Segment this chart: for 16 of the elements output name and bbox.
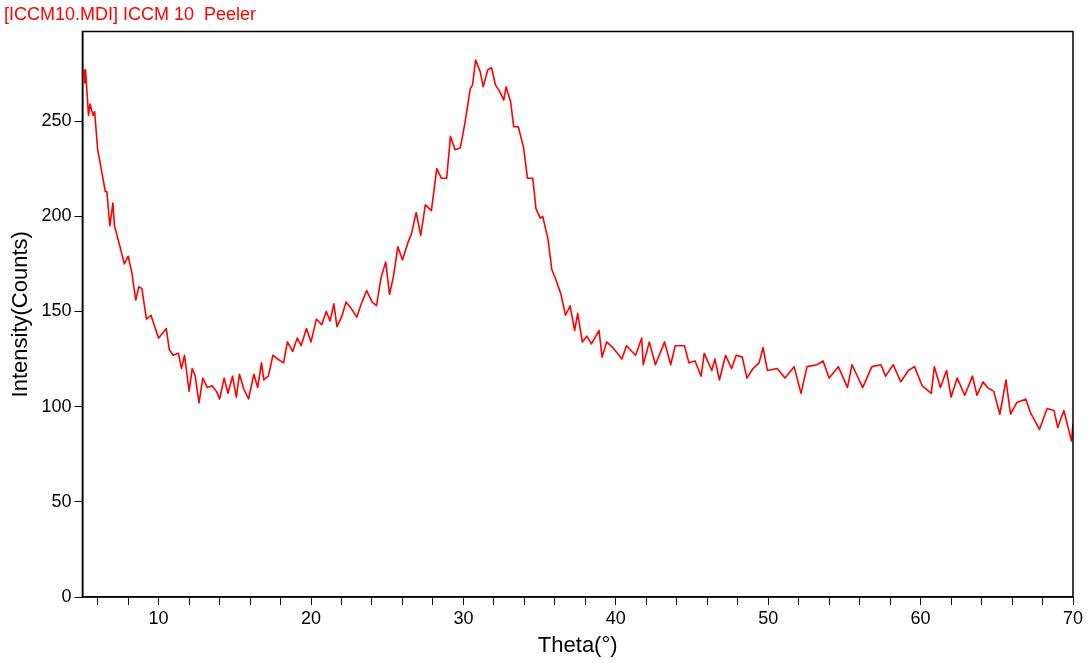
chart-title: [ICCM10.MDI] ICCM 10 Peeler (4, 3, 257, 24)
y-tick-label: 100 (41, 395, 72, 416)
x-tick-label: 10 (148, 607, 169, 628)
y-tick-label: 200 (41, 205, 72, 226)
y-tick-label: 250 (41, 110, 72, 131)
x-tick-label: 60 (910, 607, 931, 628)
y-tick-label: 0 (61, 585, 72, 606)
y-axis-title: Intensity(Counts) (7, 231, 33, 398)
x-tick-label: 30 (453, 607, 474, 628)
y-tick-label: 150 (41, 300, 72, 321)
y-tick-label: 50 (51, 490, 72, 511)
x-tick-label: 50 (758, 607, 779, 628)
x-axis-title: Theta(°) (537, 631, 618, 657)
x-tick-label: 20 (301, 607, 322, 628)
x-tick-label: 70 (1062, 607, 1084, 628)
x-tick-label: 40 (605, 607, 626, 628)
